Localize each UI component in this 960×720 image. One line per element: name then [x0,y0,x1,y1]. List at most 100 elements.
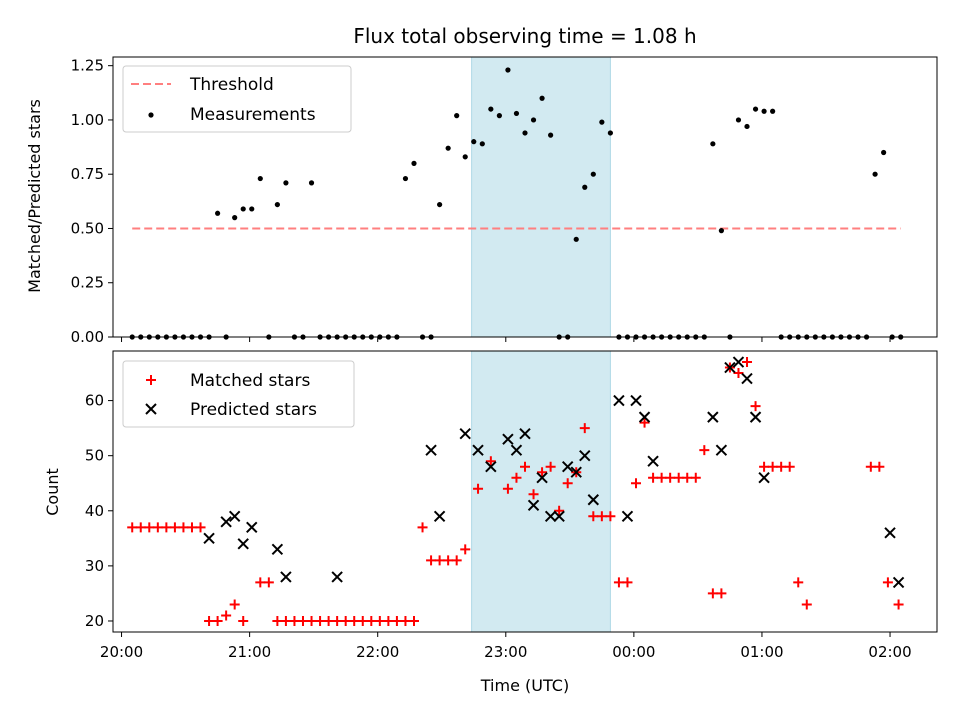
matched-star-marker [297,615,308,626]
matched-star-marker [280,615,291,626]
x-tick-label: 22:00 [356,643,399,661]
bottom-panel: 20 30 40 50 60 20:00 21:00 22:00 23:00 00:00 01:00… [85,350,938,661]
measurement-point [471,139,477,145]
matched-star-marker [648,472,659,483]
x-axis-label: Time (UTC) [480,676,569,695]
matched-star-marker [400,615,411,626]
measurement-point [770,108,776,114]
top-y-axis-label: Matched/Predicted stars [25,99,44,293]
predicted-star-marker [892,576,905,589]
measurement-point [249,206,255,212]
matched-star-marker [255,577,266,588]
matched-star-marker [212,615,223,626]
matched-star-marker [665,472,676,483]
x-tick-label: 23:00 [484,643,527,661]
predicted-star-marker [459,427,471,440]
predicted-star-marker [228,510,241,523]
legend-box [122,65,352,133]
measurement-point [539,95,545,101]
matched-star-marker [263,577,274,588]
predicted-star-marker [749,411,762,423]
matched-star-marker [801,599,812,610]
matched-star-marker [374,615,385,626]
matched-star-marker [579,423,590,434]
matched-star-marker [315,615,326,626]
matched-star-marker [426,555,437,566]
matched-star-marker [511,472,522,483]
matched-star-marker [605,511,616,522]
measurement-point [881,149,887,156]
x-tick-label: 20:00 [100,643,143,661]
matched-star-marker [882,577,893,588]
measurement-point [308,180,315,186]
top-panel: 0.00 0.25 0.50 0.75 1.00 1.25 Threshold Measure… [71,56,938,346]
matched-star-marker [588,511,599,522]
predicted-star-marker [561,460,574,473]
predicted-star-marker [237,538,249,550]
matched-star-marker [391,615,402,626]
measurement-point [232,215,238,221]
matched-star-marker [349,615,360,626]
predicted-star-marker [732,356,745,368]
predicted-star-marker [553,510,565,523]
x-tick-label: 21:00 [228,643,271,661]
predicted-star-marker [715,444,728,456]
matched-star-marker [893,599,904,610]
matched-star-marker [613,577,624,588]
bottom-y-axis-label: Count [43,468,62,516]
matched-star-marker [784,461,795,472]
matched-star-marker [238,615,249,626]
matched-star-marker [178,522,189,533]
measurement-point [522,130,528,136]
matched-star-marker [186,522,197,533]
matched-star-marker [366,615,377,626]
measurement-point [505,67,511,73]
matched-star-marker [874,461,885,472]
matched-star-marker [306,615,317,626]
matched-star-marker [485,456,496,467]
predicted-star-marker [433,510,446,523]
matched-star-marker [221,610,232,621]
measurement-point [488,106,494,112]
matched-star-marker [865,461,876,472]
predicted-star-marker [630,394,642,407]
matched-star-marker [357,615,368,626]
observing-window [471,56,611,338]
matched-star-marker [383,615,394,626]
measurement-point [240,206,246,212]
predicted-star-marker [536,472,548,484]
matched-star-marker [699,445,710,456]
matched-star-marker [716,588,727,599]
measurement-point [582,184,588,190]
matched-star-marker [135,522,146,533]
matched-star-marker [332,615,343,626]
matched-star-marker [545,461,556,472]
legend-predicted-swatch [145,403,157,415]
legend-matched-label: Matched stars [190,371,310,391]
y-tick-label: 0.25 [71,274,104,292]
matched-star-marker [793,577,804,588]
predicted-star-marker [638,411,651,423]
measurement-point [590,171,596,177]
y-tick-label: 30 [85,557,104,575]
x-tick-label: 02:00 [868,643,911,661]
predicted-star-marker [331,571,343,583]
matched-star-marker [631,478,642,489]
matched-star-marker [289,615,300,626]
matched-star-marker [673,472,684,483]
measurement-point [548,132,554,138]
matched-star-marker [759,461,770,472]
y-tick-label: 50 [85,447,104,465]
observing-window [471,350,611,633]
measurement-point [872,171,878,177]
bottom-legend: Matched stars Predicted stars [122,360,355,428]
x-tick-label: 01:00 [740,643,783,661]
matched-star-marker [502,483,513,494]
measurement-point [513,110,520,117]
predicted-star-marker [203,532,215,545]
legend-box [122,360,355,428]
legend-measurement-swatch [148,112,154,118]
measurement-point [462,154,468,160]
measurement-point [257,175,263,182]
matched-star-marker [742,357,753,368]
